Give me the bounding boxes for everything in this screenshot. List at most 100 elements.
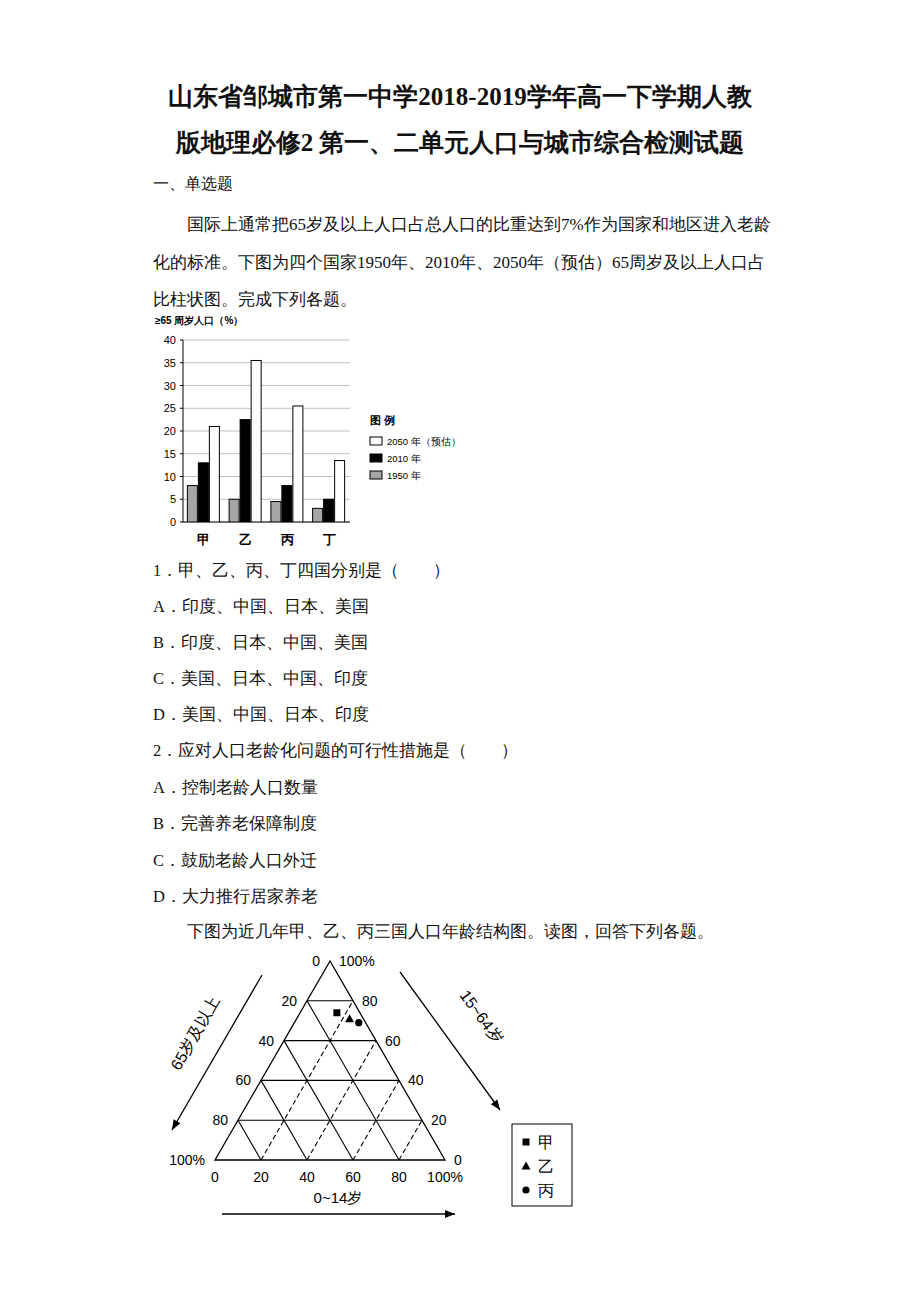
question-option: C．鼓励老龄人口外迁 <box>153 850 317 872</box>
question-stem: 2．应对人口老龄化问题的可行性措施是（ ） <box>153 740 518 762</box>
tick-label: 35 <box>164 357 176 369</box>
legend-marker <box>522 1162 531 1170</box>
tick-label: 20 <box>431 1112 447 1128</box>
legend-label: 丙 <box>538 1182 554 1199</box>
data-point <box>333 1009 340 1016</box>
tick-label: 0 <box>454 1152 462 1168</box>
tick-label: 20 <box>164 425 176 437</box>
tick-label: 60 <box>385 1033 401 1049</box>
question-option: B．印度、日本、中国、美国 <box>153 632 368 654</box>
arrow-head <box>445 1210 455 1218</box>
intro-paragraph: 下图为近几年甲、乙、丙三国人口年龄结构图。读图，回答下列各题。 <box>187 920 714 943</box>
tick-label: 60 <box>235 1072 251 1088</box>
question-option: A．控制老龄人口数量 <box>153 777 318 799</box>
legend-title: 图 例 <box>370 414 395 426</box>
grid-line <box>183 362 350 363</box>
legend-label: 甲 <box>538 1134 554 1151</box>
grid-line <box>238 1120 261 1160</box>
grid-line <box>183 431 350 432</box>
tick-label: 15 <box>164 448 176 460</box>
bar <box>335 461 345 522</box>
question-option: D．大力推行居家养老 <box>153 886 318 908</box>
ternary-chart: 020406080100%020406080100%020406080100%6… <box>167 953 572 1218</box>
grid-line <box>307 1041 376 1160</box>
legend-label: 1950 年 <box>387 470 421 481</box>
bar <box>324 499 334 522</box>
tick-label: 100% <box>169 1152 205 1168</box>
points <box>333 1009 362 1026</box>
tick-label: 100% <box>427 1169 463 1185</box>
legend-swatch <box>370 437 382 445</box>
question-option: C．美国、日本、中国、印度 <box>153 668 368 690</box>
page-title: 山东省邹城市第一中学2018-2019学年高一下学期人教 <box>0 80 920 113</box>
tick-label: 80 <box>212 1112 228 1128</box>
y-axis <box>183 340 184 522</box>
tick-label: 0 <box>170 516 176 528</box>
legend-label: 2010 年 <box>387 453 421 464</box>
bars <box>187 360 344 522</box>
legend-marker <box>522 1186 529 1193</box>
tick-label: 30 <box>164 380 176 392</box>
y-axis-title: ≥65 周岁人口（%） <box>155 315 243 326</box>
legend-label: 2050 年（预估） <box>387 436 461 447</box>
category-label: 甲 <box>197 532 210 547</box>
grid-line <box>399 1120 422 1160</box>
tick-label: 100% <box>339 953 375 969</box>
bar <box>209 426 219 522</box>
category-label: 乙 <box>239 532 252 547</box>
legend-box <box>512 1124 572 1206</box>
legend-label: 乙 <box>538 1158 554 1175</box>
grid-line <box>261 1001 353 1160</box>
grid-line <box>183 340 350 341</box>
page-title: 版地理必修2 第一、二单元人口与城市综合检测试题 <box>0 126 920 159</box>
legend-swatch <box>370 454 382 462</box>
grid-line <box>238 1120 422 1121</box>
tick-label: 10 <box>164 471 176 483</box>
bar <box>229 499 239 522</box>
grid-line <box>353 1080 399 1160</box>
data-point <box>345 1014 354 1022</box>
tick-label: 20 <box>281 993 297 1009</box>
tick-label: 40 <box>164 334 176 346</box>
data-point <box>355 1019 362 1026</box>
bar <box>198 463 208 522</box>
axis-title: 65岁及以上 <box>167 994 223 1073</box>
tick-label: 40 <box>258 1033 274 1049</box>
legend-marker <box>523 1139 530 1146</box>
question-option: D．美国、中国、日本、印度 <box>153 704 369 726</box>
grid-line <box>261 1080 399 1081</box>
grid-line <box>183 408 350 409</box>
tick-label: 0 <box>211 1169 219 1185</box>
figure-layer: ≥65 周岁人口（%）0510152025303540甲乙丙丁图 例2050 年… <box>0 0 920 1302</box>
tick-label: 40 <box>299 1169 315 1185</box>
bar <box>313 508 323 522</box>
axis-arrow <box>400 972 500 1110</box>
axis-title: 0~14岁 <box>314 1189 363 1206</box>
bar <box>293 406 303 522</box>
category-label: 丁 <box>322 532 336 547</box>
bar <box>282 486 292 522</box>
bar <box>187 486 197 522</box>
question-option: B．完善养老保障制度 <box>153 813 317 835</box>
bar <box>240 420 250 522</box>
grid-line <box>284 1041 353 1160</box>
grid-line <box>183 385 350 386</box>
axis-title: 15~64岁 <box>457 987 507 1046</box>
question-stem: 1．甲、乙、丙、丁四国分别是（ ） <box>153 560 450 582</box>
tick-label: 5 <box>170 493 176 505</box>
tick-label: 20 <box>253 1169 269 1185</box>
category-label: 丙 <box>280 532 294 547</box>
tick-label: 60 <box>345 1169 361 1185</box>
bar <box>251 360 261 522</box>
arrow-head <box>172 1119 180 1130</box>
legend-swatch <box>370 471 382 479</box>
bar-chart: ≥65 周岁人口（%） 0 5 10 15 20 25 30 35 40 甲 乙 丙 丁 图 例 2050 年… <box>155 315 461 547</box>
tick-label: 0 <box>312 953 320 969</box>
triangle-frame <box>215 961 445 1160</box>
tick-label: 25 <box>164 402 176 414</box>
tick-label: 80 <box>362 993 378 1009</box>
axis-arrow <box>222 1213 455 1214</box>
tick-label: 40 <box>408 1072 424 1088</box>
arrow-head <box>491 1100 500 1110</box>
grid-line <box>307 1000 353 1001</box>
